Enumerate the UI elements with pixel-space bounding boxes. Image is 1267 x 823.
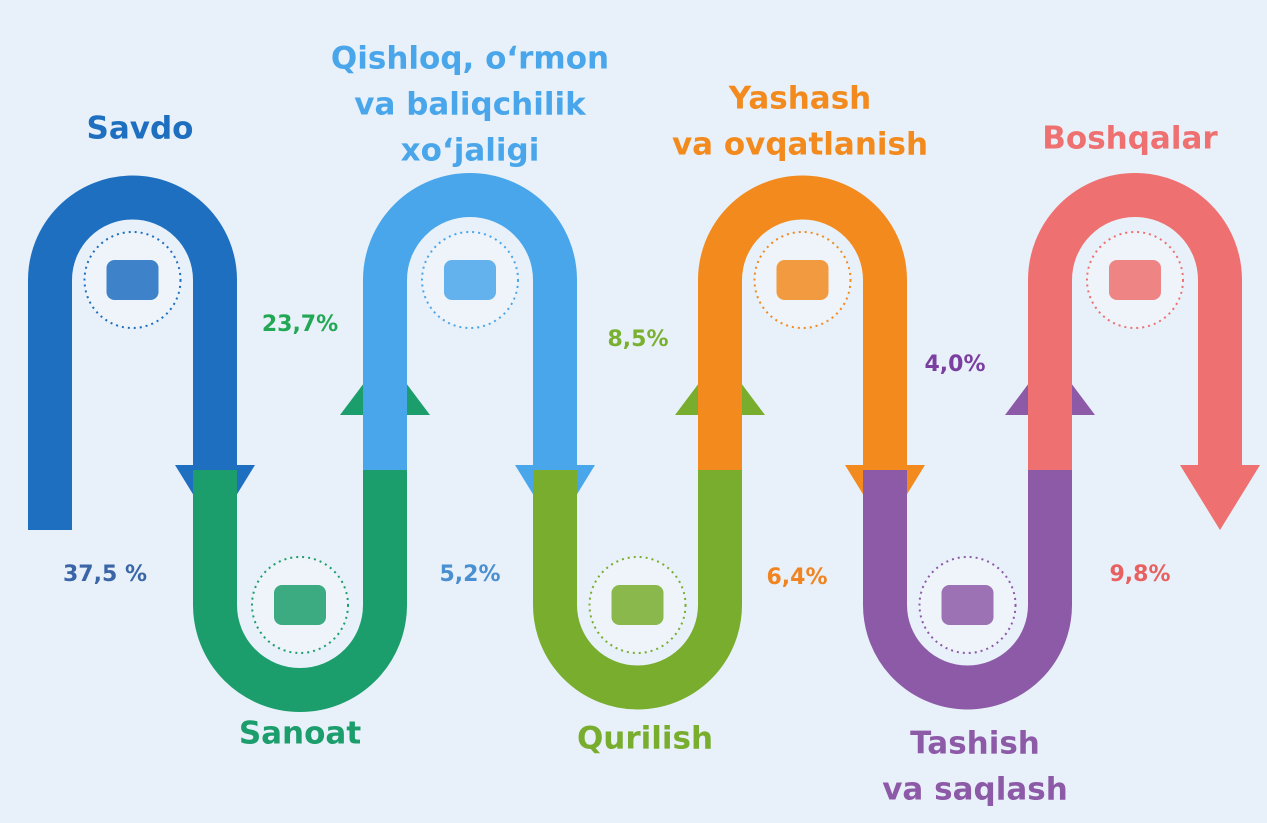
sector-share: 8,5%	[607, 327, 668, 352]
sector-label: Qishloq, o‘rmon	[331, 41, 609, 77]
sector-label: Sanoat	[239, 716, 362, 752]
sector-share: 4,0%	[924, 352, 985, 377]
icon	[776, 260, 829, 300]
sector-share: 9,8%	[1109, 562, 1170, 587]
sector-label: Tashish	[910, 726, 1040, 762]
icon	[106, 260, 159, 300]
icon	[941, 585, 994, 625]
arrow-band	[363, 173, 577, 470]
sector-label: va ovqatlanish	[672, 127, 928, 163]
arrow-band	[193, 410, 407, 712]
arrow-band	[533, 410, 742, 710]
arrow-head	[1180, 465, 1260, 530]
arrow-band	[863, 410, 1072, 710]
sector-label: va baliqchilik	[354, 87, 587, 123]
icon	[611, 585, 664, 625]
sector-share: 37,5 %	[63, 562, 147, 587]
sector-label: Qurilish	[577, 721, 713, 757]
arrow-band	[27, 175, 237, 530]
icon	[274, 585, 326, 625]
icon	[1109, 260, 1161, 300]
sector-label: Boshqalar	[1042, 121, 1218, 157]
sector-label: xo‘jaligi	[401, 133, 540, 169]
sector-label: va saqlash	[882, 772, 1068, 808]
sector-label: Savdo	[87, 111, 194, 147]
sector-share: 6,4%	[766, 565, 827, 590]
arrow-band	[1028, 173, 1242, 470]
sector-share: 5,2%	[439, 562, 500, 587]
sector-label: Yashash	[728, 81, 871, 117]
arrow-band	[698, 175, 907, 470]
icon	[444, 260, 496, 300]
sector-share: 23,7%	[262, 312, 338, 337]
